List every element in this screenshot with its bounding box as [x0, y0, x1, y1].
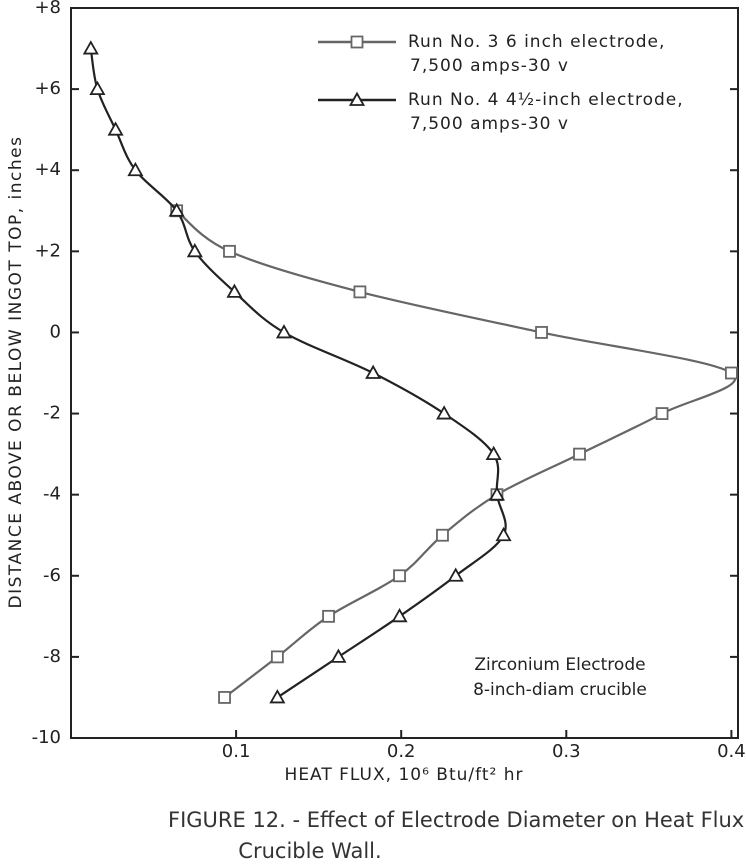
data-point — [391, 608, 408, 623]
annotation: Zirconium Electrode — [474, 655, 645, 675]
plot-frame — [70, 7, 739, 739]
y-tick-label: -6 — [43, 565, 61, 586]
y-axis-label: DISTANCE ABOVE OR BELOW INGOT TOP, inche… — [6, 136, 26, 609]
y-tick-label: -8 — [43, 646, 61, 667]
legend-marker — [350, 35, 364, 49]
data-point — [573, 447, 586, 461]
annotation: 8-inch-diam crucible — [473, 680, 647, 700]
data-point — [275, 324, 293, 339]
data-point — [724, 366, 738, 380]
data-point — [89, 80, 106, 96]
y-tick-label: 0 — [50, 321, 61, 342]
x-tick-label: 0.2 — [387, 741, 416, 762]
data-point — [495, 526, 512, 542]
x-tick-label: 0.1 — [222, 741, 251, 762]
data-point — [270, 650, 284, 664]
caption: FIGURE 12. - Effect of Electrode Diamete… — [168, 808, 746, 832]
x-axis-label: HEAT FLUX, 10⁶ Btu/ft² hr — [285, 765, 524, 785]
y-tick-label: -4 — [43, 484, 61, 505]
data-point — [655, 407, 669, 420]
series-line — [89, 48, 507, 699]
data-point — [82, 40, 99, 55]
data-point — [226, 283, 243, 298]
legend-label: 7,500 amps-30 v — [410, 56, 569, 76]
data-point — [365, 364, 382, 379]
data-point — [393, 569, 406, 583]
y-tick-label: -2 — [43, 403, 61, 424]
data-point — [218, 691, 231, 704]
y-tick-label: +4 — [34, 159, 61, 180]
data-point — [488, 486, 505, 501]
data-point — [436, 405, 453, 420]
data-point — [186, 243, 203, 258]
y-tick-label: +8 — [34, 0, 61, 18]
data-point — [353, 285, 367, 299]
data-point — [447, 567, 464, 582]
legend-label: 7,500 amps-30 v — [410, 114, 569, 134]
series-line — [175, 209, 736, 699]
x-tick-label: 0.3 — [552, 741, 581, 762]
data-point — [168, 202, 185, 217]
caption: Crucible Wall. — [238, 839, 381, 863]
y-tick-label: -10 — [32, 727, 61, 748]
data-point — [127, 161, 144, 177]
y-tick-label: +6 — [34, 78, 61, 99]
legend-label: Run No. 4 4½-inch electrode, — [408, 90, 684, 110]
data-point — [436, 528, 449, 542]
y-tick-label: +2 — [34, 240, 61, 261]
data-point — [322, 609, 335, 623]
data-point — [269, 689, 286, 704]
data-point — [223, 244, 236, 258]
legend-label: Run No. 3 6 inch electrode, — [408, 32, 665, 52]
data-point — [485, 445, 502, 461]
legend-marker — [348, 91, 366, 106]
data-point — [107, 121, 124, 136]
data-point — [330, 648, 347, 663]
x-tick-label: 0.4 — [717, 741, 746, 762]
data-point — [535, 326, 548, 339]
